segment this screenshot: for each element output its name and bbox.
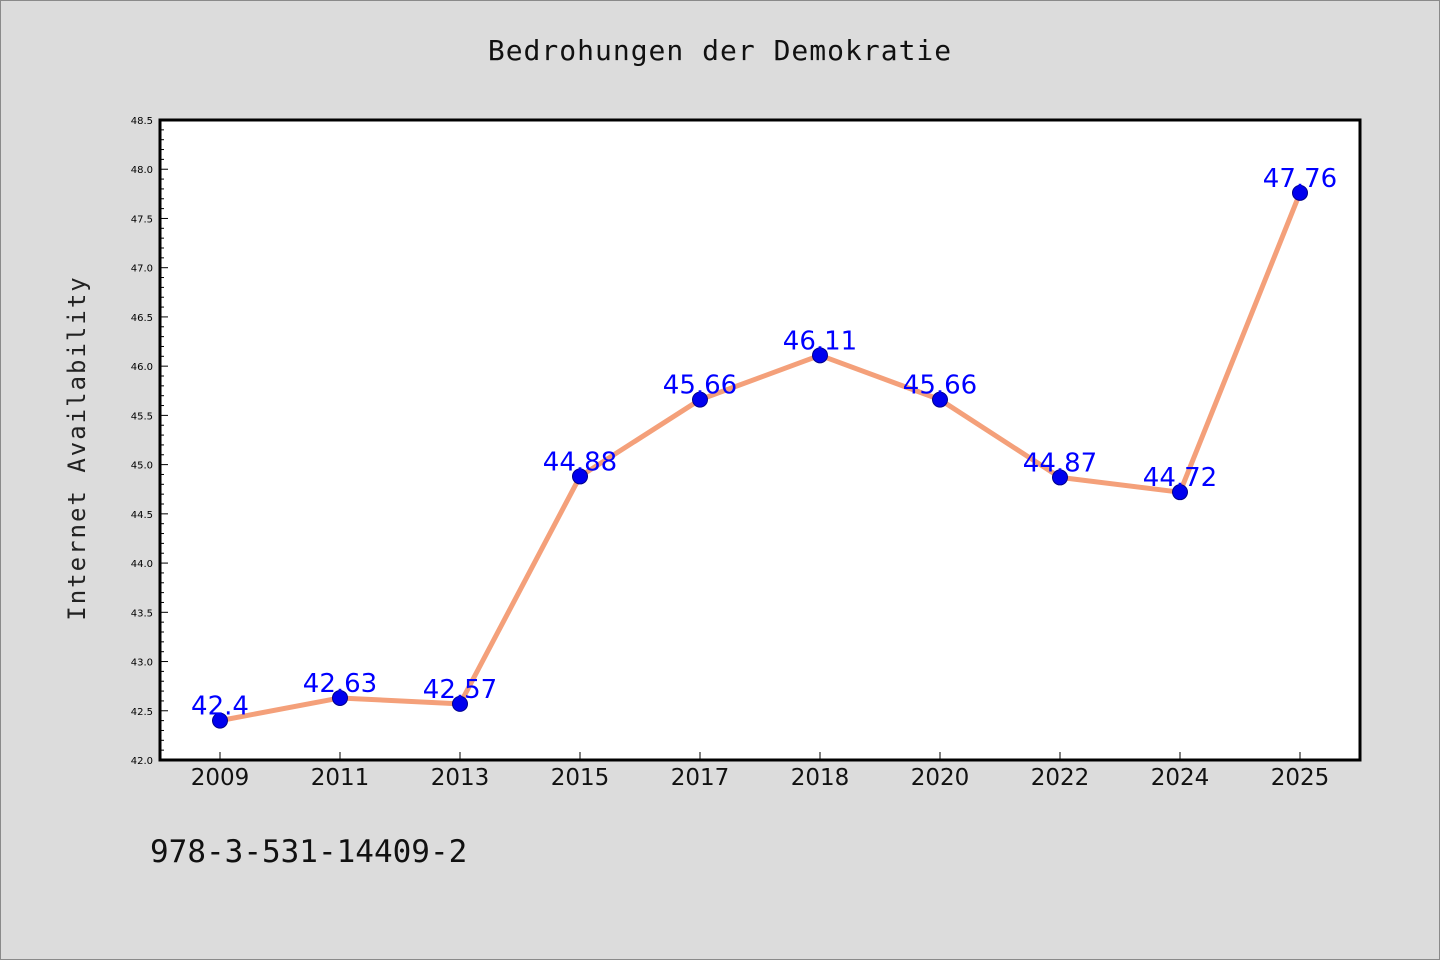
y-tick-label: 43.0 bbox=[131, 658, 153, 669]
data-label: 42.4 bbox=[191, 692, 249, 722]
y-tick-label: 46.5 bbox=[131, 313, 153, 324]
x-axis: 2009 2011 2013 2015 2017 2018 2020 2022 2024 2025 bbox=[191, 752, 1330, 791]
data-point bbox=[452, 695, 468, 712]
data-label: 45.66 bbox=[903, 371, 977, 401]
data-point bbox=[812, 347, 828, 364]
data-label: 44.88 bbox=[543, 447, 617, 477]
plot-area bbox=[158, 118, 1362, 762]
y-tick-label: 42.0 bbox=[131, 756, 153, 767]
data-point bbox=[1172, 484, 1188, 501]
data-label: 42.57 bbox=[423, 675, 497, 705]
data-point bbox=[1292, 184, 1308, 201]
data-label: 45.66 bbox=[663, 371, 737, 401]
y-tick-label: 45.0 bbox=[131, 461, 153, 472]
y-tick-label: 43.5 bbox=[131, 608, 153, 619]
data-label: 44.72 bbox=[1143, 463, 1217, 493]
data-label: 46.11 bbox=[783, 326, 857, 356]
x-tick-label: 2009 bbox=[191, 765, 250, 791]
y-tick-label: 45.5 bbox=[131, 411, 153, 422]
x-tick-label: 2013 bbox=[431, 765, 490, 791]
series-line bbox=[219, 191, 1303, 724]
isbn-text: 978-3-531-14409-2 bbox=[150, 834, 468, 870]
data-point bbox=[692, 391, 708, 408]
y-tick-label: 47.0 bbox=[131, 264, 153, 275]
data-label: 42.63 bbox=[303, 669, 377, 699]
y-tick-label: 46.0 bbox=[131, 362, 153, 373]
data-label: 47.76 bbox=[1263, 164, 1337, 194]
x-tick-label: 2020 bbox=[911, 765, 970, 791]
data-point bbox=[932, 391, 948, 408]
data-label: 44.87 bbox=[1023, 448, 1097, 478]
data-point bbox=[1052, 469, 1068, 486]
data-labels: 42.4 42.63 42.57 44.88 45.66 46.11 45.66 44.87 4… bbox=[191, 164, 1337, 722]
data-point bbox=[332, 689, 348, 706]
data-point bbox=[212, 712, 228, 729]
x-tick-label: 2017 bbox=[671, 765, 730, 791]
y-tick-label: 44.0 bbox=[131, 559, 153, 570]
y-axis: 42.0 42.5 43.0 43.5 44.0 44.5 45.0 45.5 46.0 46.5… bbox=[131, 116, 168, 767]
y-tick-label: 48.0 bbox=[131, 165, 153, 176]
y-tick-label: 44.5 bbox=[131, 510, 153, 521]
x-tick-label: 2022 bbox=[1031, 765, 1090, 791]
data-markers bbox=[212, 184, 1308, 729]
x-tick-label: 2015 bbox=[551, 765, 610, 791]
x-tick-label: 2011 bbox=[311, 765, 370, 791]
x-tick-label: 2025 bbox=[1271, 765, 1330, 791]
data-point bbox=[572, 468, 588, 485]
y-tick-label: 48.5 bbox=[131, 116, 153, 127]
x-tick-label: 2024 bbox=[1151, 765, 1210, 791]
chart-title: Bedrohungen der Demokratie bbox=[487, 34, 953, 67]
y-tick-label: 42.5 bbox=[131, 707, 153, 718]
y-tick-label: 47.5 bbox=[131, 214, 153, 225]
x-tick-label: 2018 bbox=[791, 765, 850, 791]
